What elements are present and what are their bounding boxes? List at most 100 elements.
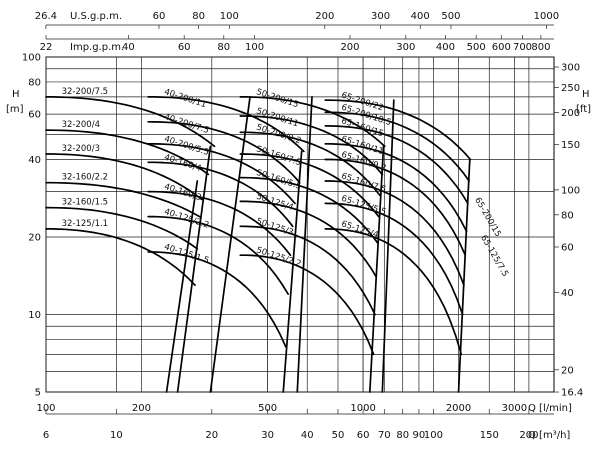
side-label-0: 65-200/15 bbox=[472, 196, 503, 239]
curve-65-200-18-5 bbox=[324, 111, 470, 182]
q_impgpm-tick-label-8: 500 bbox=[467, 42, 486, 53]
hft-tick-label-5: 100 bbox=[561, 185, 580, 196]
curve-label-5-2: 50-125/4 bbox=[255, 192, 295, 213]
curve-65-160-15 bbox=[324, 125, 469, 205]
m3h-tick-label-6: 60 bbox=[357, 430, 370, 441]
lmin-tick-label-1: 200 bbox=[132, 403, 151, 414]
curve-65-125-4 bbox=[324, 228, 463, 356]
chart-grid bbox=[45, 24, 559, 415]
m3h-tick-label-7: 70 bbox=[378, 430, 391, 441]
hm-tick-label-3: 40 bbox=[28, 155, 41, 166]
curve-32-160-2-2 bbox=[45, 181, 201, 218]
q_usgpm-tick-label-3: 100 bbox=[220, 11, 239, 22]
h-right-unit: [ft] bbox=[576, 104, 591, 115]
group-65-envelope2 bbox=[381, 99, 395, 393]
m3h-tick-label-1: 10 bbox=[110, 430, 123, 441]
hm-tick-label-0: 5 bbox=[35, 388, 41, 399]
q_usgpm-tick-label-0: 26.4 bbox=[35, 11, 57, 22]
curve-label-5-0: 32-125/1.1 bbox=[62, 219, 109, 229]
group-40-envelope2 bbox=[209, 96, 251, 393]
hm-tick-label-5: 80 bbox=[28, 77, 41, 88]
hft-tick-label-9: 300 bbox=[561, 63, 580, 74]
curve-32-200-4 bbox=[45, 129, 210, 176]
usgpm-axis-label: U.S.g.p.m. bbox=[70, 11, 122, 22]
m3h-tick-label-8: 80 bbox=[396, 430, 409, 441]
q_usgpm-tick-label-4: 200 bbox=[315, 11, 334, 22]
q_impgpm-tick-label-4: 100 bbox=[245, 42, 264, 53]
q_impgpm-tick-label-5: 200 bbox=[340, 42, 359, 53]
curve-65-160-11 bbox=[324, 142, 468, 233]
curve-40-200-11 bbox=[147, 96, 305, 153]
m3h-tick-label-2: 20 bbox=[205, 430, 218, 441]
q_usgpm-tick-label-2: 80 bbox=[192, 11, 205, 22]
curve-label-4-2: 50-160/5.5 bbox=[255, 168, 302, 192]
curve-50-125-4 bbox=[239, 200, 378, 278]
hft-tick-label-4: 80 bbox=[561, 210, 574, 221]
curve-label-6-2: 50-125/3 bbox=[255, 217, 295, 238]
curve-label-1-1: 40-200/7.5 bbox=[163, 112, 210, 136]
curve-label-3-2: 50-160/7.5 bbox=[255, 144, 302, 168]
m3h-tick-label-12: 200 bbox=[519, 430, 538, 441]
hm-tick-label-4: 60 bbox=[28, 110, 41, 121]
q_impgpm-tick-label-11: 800 bbox=[531, 42, 550, 53]
hm-tick-label-6: 100 bbox=[22, 53, 41, 64]
group-50-envelope bbox=[368, 145, 385, 393]
curve-label-3-1: 40-160/4 bbox=[163, 153, 203, 174]
side-label-1: 65-125/7.5 bbox=[478, 233, 510, 278]
curve-50-125-3 bbox=[239, 225, 376, 316]
hft-tick-label-1: 20 bbox=[561, 365, 574, 376]
curve-label-7-2: 50-125/2.2 bbox=[255, 245, 302, 269]
curve-40-125-2-2 bbox=[147, 215, 289, 295]
q_usgpm-tick-label-1: 60 bbox=[153, 11, 166, 22]
hm-tick-label-2: 20 bbox=[28, 232, 41, 243]
q_usgpm-tick-label-7: 500 bbox=[441, 11, 460, 22]
m3h-tick-label-5: 50 bbox=[332, 430, 345, 441]
q_impgpm-tick-label-1: 40 bbox=[122, 42, 135, 53]
hft-tick-label-7: 200 bbox=[561, 108, 580, 119]
lmin-tick-label-3: 1000 bbox=[350, 403, 375, 414]
m3h-tick-label-4: 40 bbox=[301, 430, 314, 441]
curve-32-200-7-5 bbox=[45, 96, 216, 148]
curve-32-200-3 bbox=[45, 153, 203, 201]
hft-tick-label-2: 40 bbox=[561, 288, 574, 299]
curve-50-160-7-5 bbox=[239, 153, 380, 218]
curve-65-160-9-2 bbox=[324, 158, 467, 257]
q_impgpm-tick-label-6: 300 bbox=[396, 42, 415, 53]
hft-tick-label-8: 250 bbox=[561, 83, 580, 94]
curve-32-160-1-5 bbox=[45, 206, 199, 250]
q_usgpm-tick-label-6: 400 bbox=[411, 11, 430, 22]
curve-label-0-1: 40-200/11 bbox=[163, 87, 208, 110]
m3h-tick-label-3: 30 bbox=[261, 430, 274, 441]
q_impgpm-tick-label-7: 400 bbox=[436, 42, 455, 53]
curve-40-160-4 bbox=[147, 161, 294, 228]
hft-tick-label-0: 16.4 bbox=[561, 388, 583, 399]
q_impgpm-tick-label-9: 600 bbox=[492, 42, 511, 53]
group-65-envelope bbox=[457, 158, 471, 393]
group-40-envelope bbox=[282, 150, 303, 393]
curve-label-0-0: 32-200/7.5 bbox=[62, 87, 109, 97]
curve-50-200-15 bbox=[239, 96, 386, 148]
curve-40-125-1-5 bbox=[147, 251, 287, 348]
curve-label-2-0: 32-200/3 bbox=[62, 144, 100, 154]
lmin-tick-label-0: 100 bbox=[36, 403, 55, 414]
h-right-title: H bbox=[582, 89, 590, 100]
q-lmin-axis-label: Q [l/min] bbox=[528, 403, 572, 414]
q_usgpm-tick-label-5: 300 bbox=[371, 11, 390, 22]
m3h-tick-label-11: 150 bbox=[480, 430, 499, 441]
hft-tick-label-3: 60 bbox=[561, 242, 574, 253]
curve-label-3-0: 32-160/2.2 bbox=[62, 173, 109, 183]
curve-40-160-3 bbox=[147, 190, 292, 257]
hm-tick-label-1: 10 bbox=[28, 310, 41, 321]
curve-65-125-5-5 bbox=[324, 202, 464, 316]
q-m3h-axis-label: Q [m³/h] bbox=[528, 430, 570, 441]
h-left-title: H bbox=[12, 89, 20, 100]
m3h-tick-label-9: 90 bbox=[413, 430, 426, 441]
curve-65-160-7-5 bbox=[324, 180, 465, 286]
curve-label-1-0: 32-200/4 bbox=[62, 120, 100, 130]
lmin-tick-label-2: 500 bbox=[258, 403, 277, 414]
h-left-unit: [m] bbox=[6, 104, 24, 115]
q_impgpm-tick-label-10: 700 bbox=[513, 42, 532, 53]
curve-label-4-0: 32-160/1.5 bbox=[62, 198, 109, 208]
curve-50-160-5-5 bbox=[239, 176, 379, 244]
